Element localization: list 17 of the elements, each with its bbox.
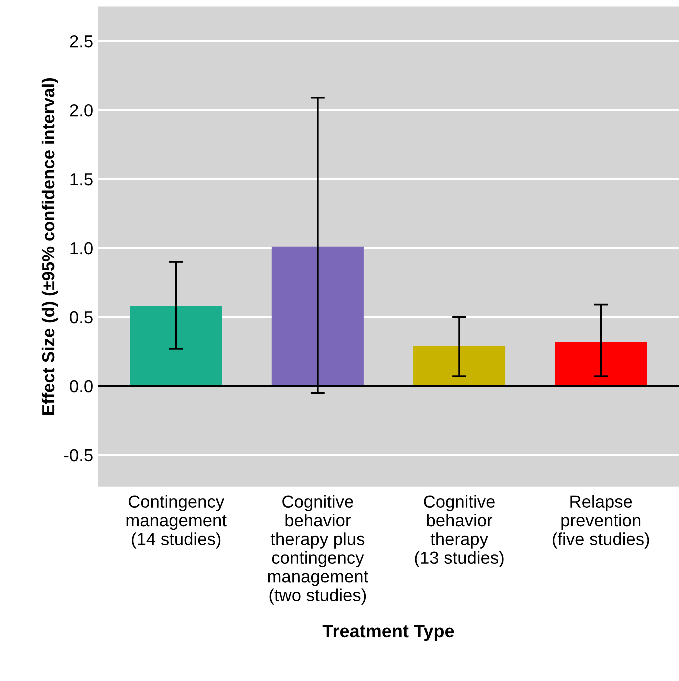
x-tick-label: Contingency management (14 studies) (126, 495, 227, 549)
y-axis-title: Effect Size (d) (±95% confidence interval) (42, 78, 58, 415)
bar (555, 342, 648, 386)
y-tick-label: 1.5 (70, 174, 93, 186)
y-tick-label: 0.0 (70, 380, 93, 393)
y-tick-label: 2.0 (70, 104, 93, 117)
x-tick-label: Cognitive behavior therapy (13 studies) (415, 495, 504, 568)
y-tick-label: 1.0 (70, 242, 93, 255)
y-tick-label: 2.5 (70, 35, 93, 48)
bar (414, 346, 506, 386)
bar (130, 306, 222, 386)
y-tick-label: 0.5 (70, 311, 93, 324)
x-tick-label: Cognitive behavior therapy plus contingency management (two studies) (268, 495, 368, 605)
bar (272, 246, 364, 386)
x-tick-label: Relapse prevention (five studies) (552, 495, 650, 549)
x-axis-title: Treatment Type (322, 625, 454, 642)
y-tick-label: -0.5 (64, 449, 93, 462)
